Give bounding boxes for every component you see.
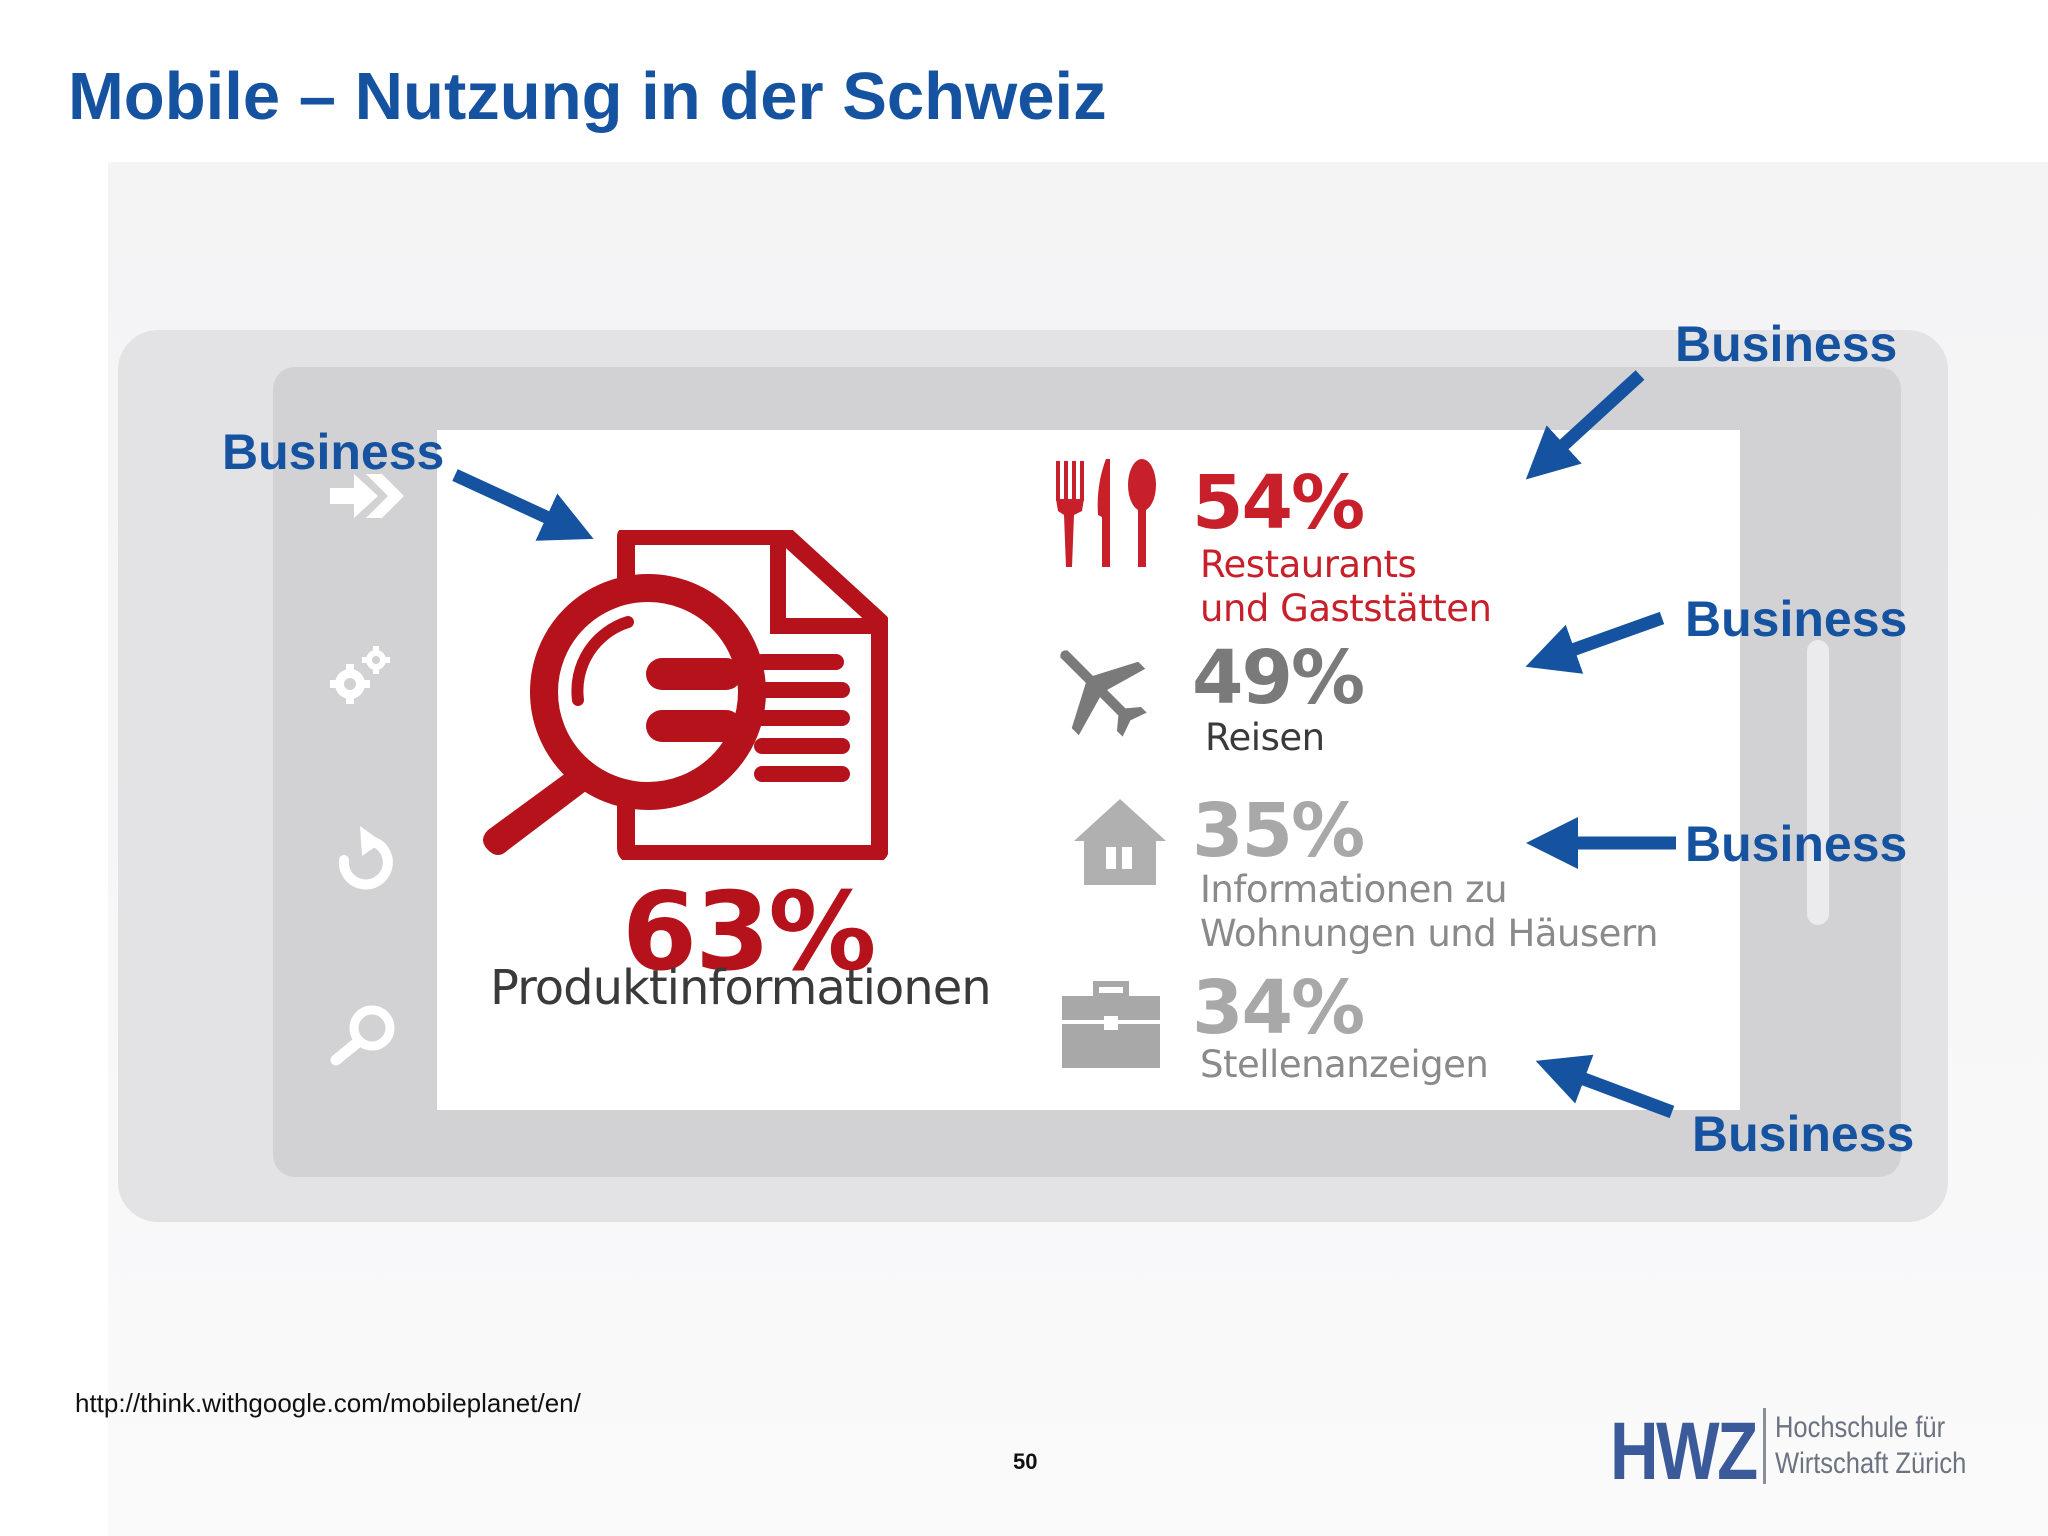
cutlery-icon bbox=[1052, 455, 1162, 570]
stat-label-restaurants: Restaurants und Gaststätten bbox=[1200, 543, 1492, 631]
gears-icon bbox=[326, 640, 396, 710]
airplane-icon bbox=[1045, 635, 1155, 745]
stat-label-jobs-line1: Stellenanzeigen bbox=[1200, 1043, 1489, 1086]
main-percent: 63% bbox=[622, 870, 877, 995]
share-arrow-icon bbox=[326, 462, 406, 530]
business-label-main: Business bbox=[222, 424, 445, 480]
page-number: 50 bbox=[1013, 1449, 1038, 1474]
house-icon bbox=[1070, 795, 1170, 887]
logo-line1: Hochschule für bbox=[1775, 1411, 1946, 1444]
logo-divider bbox=[1763, 1408, 1766, 1484]
business-label-housing: Business bbox=[1685, 816, 1908, 872]
logo-acronym: HWZ bbox=[1610, 1406, 1758, 1497]
slide-title: Mobile – Nutzung in der Schweiz bbox=[68, 59, 1107, 134]
stat-label-jobs: Stellenanzeigen bbox=[1200, 1043, 1489, 1087]
undo-icon bbox=[330, 820, 400, 900]
main-label: Produktinformationen bbox=[490, 960, 992, 1016]
stat-label-housing: Informationen zu Wohnungen und Häusern bbox=[1200, 868, 1658, 956]
stat-label-housing-line2: Wohnungen und Häusern bbox=[1200, 912, 1658, 955]
logo-line2: Wirtschaft Zürich bbox=[1775, 1447, 1967, 1480]
search-document-icon bbox=[478, 530, 888, 860]
stat-percent-travel: 49% bbox=[1192, 635, 1365, 721]
briefcase-icon bbox=[1060, 980, 1162, 1072]
stat-label-housing-line1: Informationen zu bbox=[1200, 868, 1508, 911]
business-label-travel: Business bbox=[1685, 591, 1908, 647]
arrow-main bbox=[452, 469, 594, 541]
source-url: http://think.withgoogle.com/mobileplanet… bbox=[75, 1388, 581, 1418]
magnifier-icon bbox=[326, 1000, 402, 1068]
stat-label-travel-line1: Reisen bbox=[1205, 716, 1325, 759]
logo-text: Hochschule für Wirtschaft Zürich bbox=[1775, 1410, 1966, 1482]
stat-label-restaurants-line2: und Gaststätten bbox=[1200, 587, 1492, 630]
business-label-jobs: Business bbox=[1692, 1106, 1915, 1162]
stat-percent-restaurants: 54% bbox=[1192, 460, 1365, 546]
stat-percent-jobs: 34% bbox=[1192, 965, 1365, 1051]
stat-label-travel: Reisen bbox=[1205, 716, 1325, 760]
stat-percent-housing: 35% bbox=[1192, 788, 1365, 874]
stat-label-restaurants-line1: Restaurants bbox=[1200, 543, 1417, 586]
phone-scrollbar bbox=[1807, 640, 1829, 925]
arrow-restaurants bbox=[1525, 370, 1645, 480]
arrow-jobs bbox=[1535, 1054, 1675, 1119]
business-label-restaurants: Business bbox=[1675, 316, 1898, 372]
arrow-travel bbox=[1525, 611, 1665, 674]
